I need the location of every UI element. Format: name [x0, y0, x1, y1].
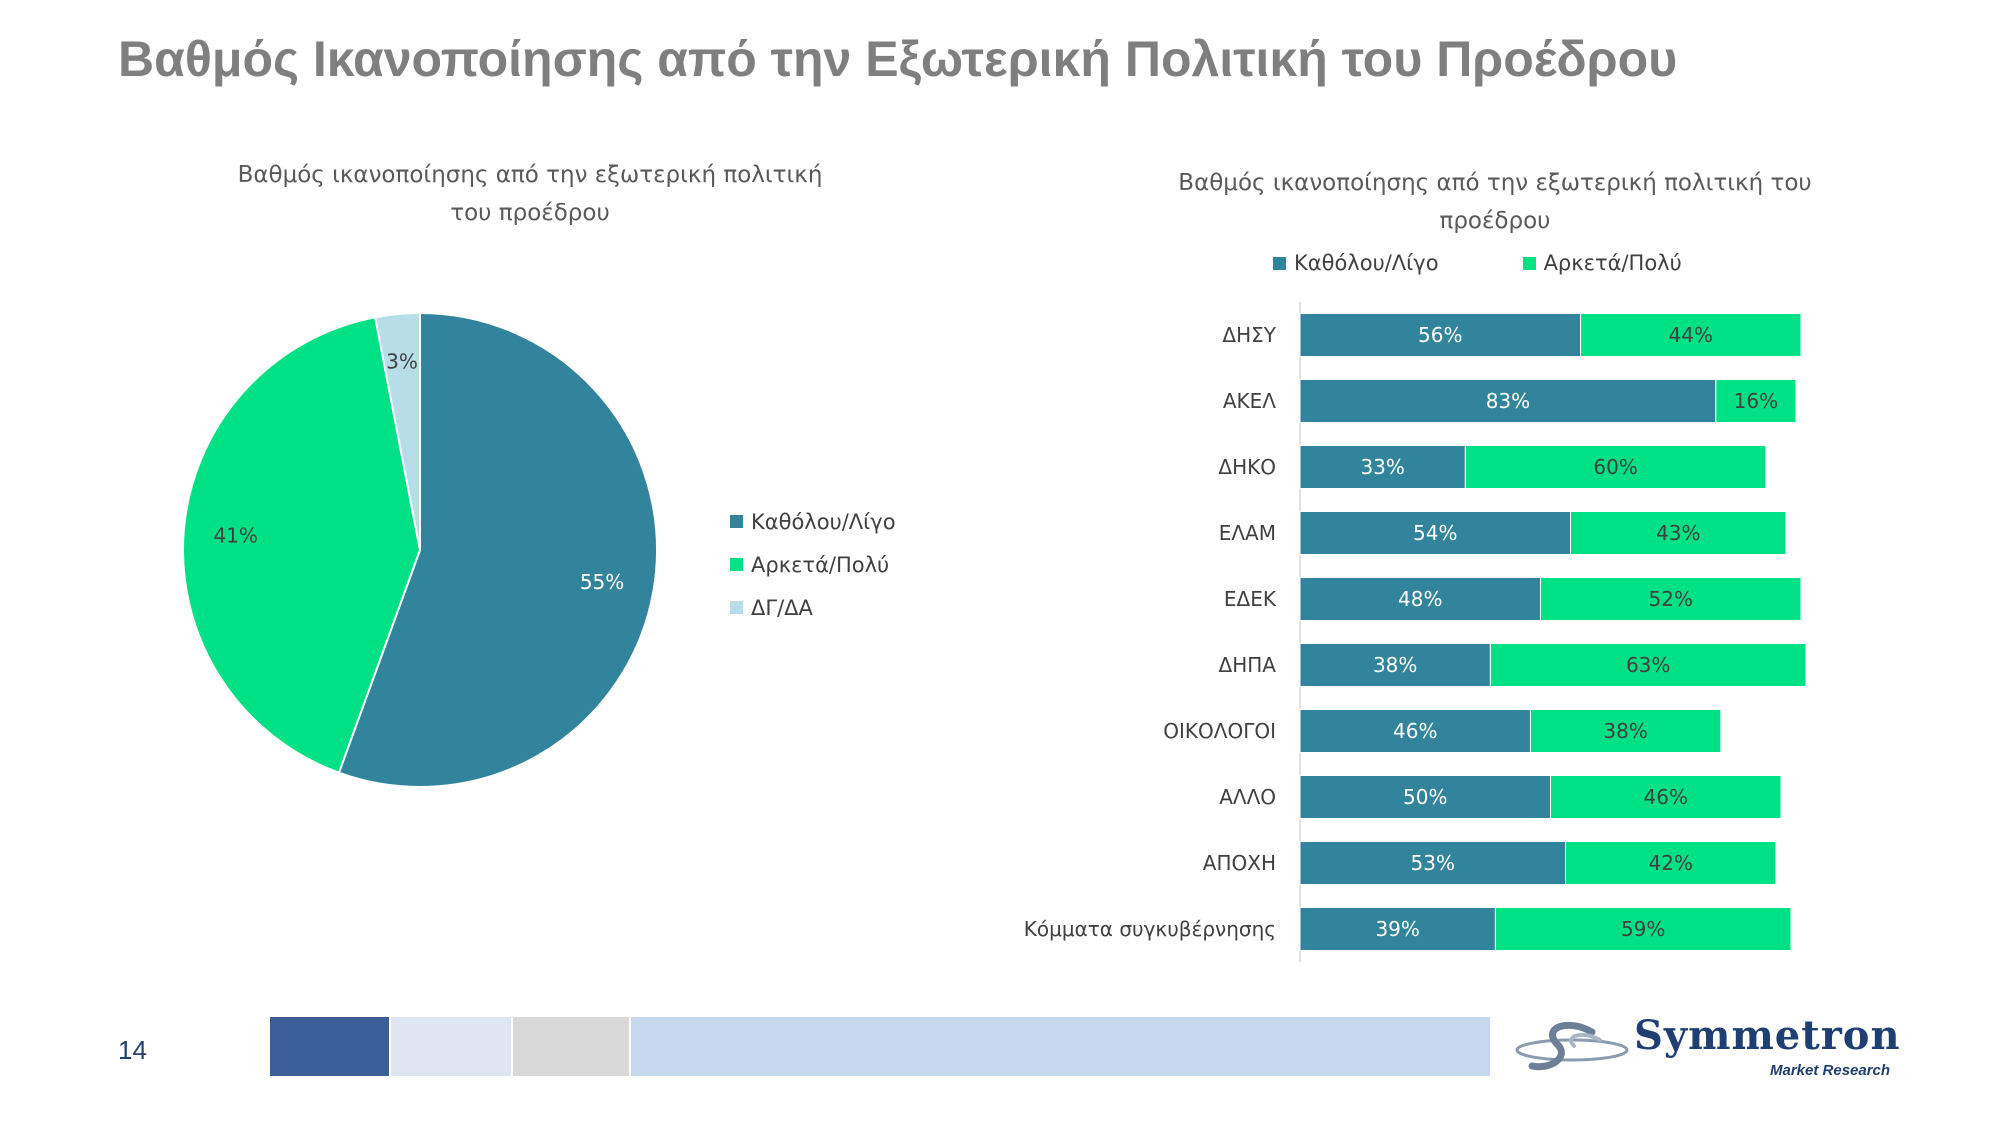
pie-title-line-2: του προέδρου: [450, 200, 610, 226]
pie-legend-item: ΔΓ/ΔΑ: [730, 586, 896, 629]
category-label: ΑΚΕΛ: [1223, 389, 1276, 413]
bar-segment: [1580, 313, 1802, 357]
category-label: ΔΗΚΟ: [1218, 455, 1276, 479]
legend-swatch: [730, 558, 743, 571]
logo-name: Symmetron: [1634, 1012, 1901, 1059]
category-label: ΑΛΛΟ: [1219, 785, 1276, 809]
bar-segment: [1529, 709, 1722, 753]
bar-data-label: 50%: [1403, 785, 1447, 809]
bar-segment: [1550, 775, 1782, 819]
pie-legend: Καθόλου/Λίγο Αρκετά/Πολύ ΔΓ/ΔΑ: [730, 500, 896, 629]
bar-chart: ΔΗΣΥ 56% 44% ΑΚΕΛ 83% 16% ΔΗΚΟ 33% 60% ΕΛΑΜ 54% 43%…: [1024, 302, 1807, 962]
bar-segment: [1565, 841, 1777, 885]
bar-segment: [1299, 313, 1582, 357]
category-label: ΟΙΚΟΛΟΓΟΙ: [1163, 719, 1276, 743]
bar-title-line-1: Βαθμός ικανοποίησης από την εξωτερική πο…: [1178, 170, 1812, 196]
bar-data-label: 38%: [1603, 719, 1647, 743]
pie-chart: 55% 41% 3%: [182, 311, 658, 788]
pie-legend-item: Καθόλου/Λίγο: [730, 500, 896, 543]
bar-data-label: 39%: [1375, 917, 1419, 941]
bar-data-label: 83%: [1486, 389, 1530, 413]
bar-segment: [1299, 643, 1491, 687]
symmetron-logo: Symmetron Market Research: [1512, 1010, 1900, 1090]
bar-legend: Καθόλου/Λίγο Αρκετά/Πολύ: [1273, 248, 1766, 278]
pie-legend-label: ΔΓ/ΔΑ: [751, 595, 813, 620]
pie-legend-label: Καθόλου/Λίγο: [751, 509, 896, 534]
pie-data-label: 41%: [213, 523, 257, 547]
pie-data-label: 3%: [386, 349, 418, 373]
legend-swatch: [1522, 256, 1536, 270]
bar-segment: [1494, 907, 1792, 951]
footer-band-3: [513, 1017, 629, 1076]
bar-data-label: 59%: [1621, 917, 1665, 941]
bar-data-label: 60%: [1593, 455, 1637, 479]
bar-data-label: 63%: [1626, 653, 1670, 677]
bar-data-label: 46%: [1393, 719, 1437, 743]
category-label: ΕΛΑΜ: [1219, 521, 1276, 545]
bar-data-label: 16%: [1734, 389, 1778, 413]
pie-legend-label: Αρκετά/Πολύ: [751, 552, 890, 577]
footer-band-4: [631, 1017, 1490, 1076]
bar-data-label: 48%: [1398, 587, 1442, 611]
bar-segment: [1299, 577, 1541, 621]
bar-legend-item: Καθόλου/Λίγο: [1273, 248, 1439, 278]
page-title: Βαθμός Ικανοποίησης από την Εξωτερική Πο…: [118, 31, 1678, 87]
bar-data-label: 44%: [1669, 323, 1713, 347]
logo-swirl-icon: [1515, 1021, 1629, 1071]
bar-data-label: 46%: [1644, 785, 1688, 809]
bar-segment: [1299, 841, 1567, 885]
category-label: ΔΗΣΥ: [1222, 323, 1276, 347]
bar-data-label: 52%: [1649, 587, 1693, 611]
legend-swatch: [730, 601, 743, 614]
bar-segment: [1570, 511, 1787, 555]
bar-segment: [1299, 907, 1496, 951]
category-label: ΔΗΠΑ: [1219, 653, 1277, 677]
pie-legend-item: Αρκετά/Πολύ: [730, 543, 896, 586]
pie-slice: [337, 311, 658, 788]
bar-segment: [1299, 709, 1531, 753]
bar-data-label: 33%: [1360, 455, 1404, 479]
bar-segment: [1299, 445, 1466, 489]
category-label: ΕΔΕΚ: [1224, 587, 1277, 611]
bar-title-line-2: προέδρου: [1439, 208, 1551, 234]
pie-data-label: 55%: [580, 570, 624, 594]
bar-data-label: 42%: [1649, 851, 1693, 875]
bar-data-label: 43%: [1656, 521, 1700, 545]
bar-segment: [1464, 445, 1767, 489]
bar-data-label: 53%: [1411, 851, 1455, 875]
bar-data-label: 54%: [1413, 521, 1457, 545]
legend-swatch: [1273, 256, 1286, 270]
bar-chart-title: Βαθμός ικανοποίησης από την εξωτερική πο…: [1095, 164, 1895, 240]
footer-band-2: [391, 1017, 511, 1076]
bar-segment: [1299, 511, 1572, 555]
pie-chart-title: Βαθμός ικανοποίησης από την εξωτερική πο…: [180, 156, 880, 232]
category-label: Κόμματα συγκυβέρνησης: [1024, 917, 1276, 941]
category-label: ΑΠΟΧΗ: [1203, 851, 1276, 875]
bar-segment: [1299, 379, 1717, 423]
bar-legend-label: Αρκετά/Πολύ: [1543, 251, 1682, 275]
bar-segment: [1489, 643, 1807, 687]
page-number: 14: [118, 1035, 147, 1065]
bar-segment: [1715, 379, 1797, 423]
bar-legend-label: Καθόλου/Λίγο: [1294, 251, 1439, 275]
footer-band-1: [270, 1017, 389, 1076]
pie-slice: [373, 311, 421, 551]
bar-segment: [1539, 577, 1802, 621]
pie-title-line-1: Βαθμός ικανοποίησης από την εξωτερική πο…: [237, 162, 823, 188]
bar-legend-item: Αρκετά/Πολύ: [1522, 248, 1682, 278]
bar-data-label: 38%: [1373, 653, 1417, 677]
bar-segment: [1299, 775, 1551, 819]
bar-data-label: 56%: [1418, 323, 1462, 347]
legend-swatch: [730, 515, 743, 528]
pie-slice: [182, 316, 422, 774]
logo-subtitle: Market Research: [1770, 1062, 1891, 1079]
